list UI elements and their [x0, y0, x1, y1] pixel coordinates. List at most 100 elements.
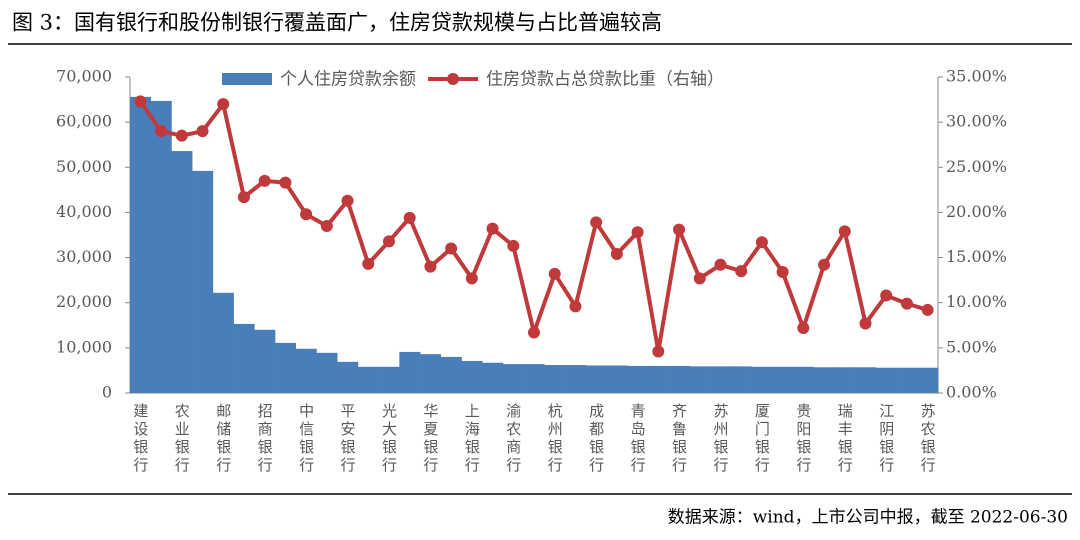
- bar: [834, 367, 856, 393]
- y2-tick-label: 20.00%: [946, 202, 1007, 221]
- bar: [627, 365, 649, 393]
- line-marker: [175, 129, 188, 142]
- legend-label: 住房贷款占总贷款比重（右轴）: [486, 70, 724, 90]
- bar: [896, 367, 918, 393]
- x-tick-label: 华夏银行: [421, 403, 439, 475]
- x-tick-label: 招商银行: [256, 403, 274, 475]
- bar: [295, 348, 317, 393]
- line-marker: [382, 235, 395, 248]
- line-marker: [465, 272, 478, 285]
- y-tick-label: 50,000: [56, 157, 112, 176]
- y-tick-label: 60,000: [56, 112, 112, 131]
- bar: [647, 365, 669, 393]
- y2-tick-label: 0.00%: [946, 383, 997, 402]
- line-marker: [610, 247, 623, 260]
- bar: [316, 352, 338, 393]
- line-marker: [548, 267, 561, 280]
- line-marker: [631, 226, 644, 239]
- bar: [233, 323, 255, 393]
- x-tick-label: 齐鲁银行: [670, 403, 688, 475]
- x-tick-label: 厦门银行: [753, 403, 771, 475]
- line-marker: [693, 272, 706, 285]
- line-marker: [797, 321, 810, 334]
- y-tick-label: 20,000: [56, 292, 112, 311]
- bar: [275, 342, 297, 393]
- y2-tick-label: 15.00%: [946, 247, 1007, 266]
- bar: [357, 366, 379, 393]
- line-marker: [776, 266, 789, 279]
- bar: [710, 366, 732, 393]
- line-marker: [196, 125, 209, 138]
- line-marker: [900, 297, 913, 310]
- line-marker: [237, 191, 250, 204]
- line-marker: [921, 303, 934, 316]
- x-tick-label: 苏州银行: [711, 403, 729, 475]
- bar: [130, 96, 152, 393]
- line-marker: [217, 98, 230, 111]
- bar: [212, 292, 234, 393]
- y-tick-label: 10,000: [56, 337, 112, 356]
- x-tick-label: 渝农商行: [504, 403, 522, 475]
- bar: [502, 364, 524, 393]
- line-marker: [507, 239, 520, 252]
- y-tick-label: 0: [102, 383, 112, 402]
- y2-tick-label: 10.00%: [946, 292, 1007, 311]
- bar: [855, 367, 877, 393]
- bar: [482, 362, 504, 393]
- x-tick-label: 邮储银行: [214, 403, 232, 475]
- bar: [461, 360, 483, 393]
- x-tick-label: 苏农银行: [919, 403, 937, 475]
- x-tick-label: 中信银行: [297, 403, 315, 475]
- line-marker: [403, 211, 416, 224]
- line-marker: [859, 317, 872, 330]
- line-marker: [528, 326, 540, 339]
- legend-swatch-marker: [447, 73, 459, 85]
- x-tick-label: 上海银行: [463, 403, 481, 475]
- line-marker: [362, 257, 375, 270]
- line-marker: [714, 258, 727, 271]
- bar: [875, 367, 897, 393]
- bar: [440, 356, 462, 393]
- bar: [378, 366, 400, 393]
- y2-tick-label: 25.00%: [946, 157, 1007, 176]
- x-tick-label: 平安银行: [339, 403, 357, 475]
- bar: [689, 366, 711, 393]
- line-marker: [755, 236, 768, 249]
- line-marker: [590, 216, 603, 229]
- bar: [150, 100, 172, 393]
- y2-tick-label: 5.00%: [946, 337, 997, 356]
- legend-swatch: [222, 73, 272, 85]
- x-tick-label: 光大银行: [380, 403, 398, 475]
- line-marker: [279, 176, 292, 189]
- bar: [792, 366, 814, 393]
- bar: [192, 170, 214, 393]
- line-marker: [155, 125, 168, 138]
- line-marker: [320, 219, 333, 232]
- y2-tick-label: 30.00%: [946, 112, 1007, 131]
- line-marker: [569, 300, 582, 313]
- line-marker: [300, 208, 313, 221]
- bar: [730, 366, 752, 393]
- bar: [585, 365, 607, 393]
- x-tick-label: 建设银行: [131, 403, 149, 475]
- bar: [544, 365, 566, 393]
- line-marker: [445, 242, 458, 255]
- bar: [772, 366, 794, 393]
- bar: [171, 151, 193, 393]
- line-marker: [258, 174, 271, 187]
- x-tick-label: 青岛银行: [629, 403, 647, 475]
- line-marker: [134, 95, 147, 108]
- bar: [751, 366, 773, 393]
- line-marker: [818, 258, 831, 271]
- bar: [668, 365, 690, 393]
- bar: [917, 367, 939, 393]
- line-marker: [341, 194, 354, 207]
- y2-tick-label: 35.00%: [946, 67, 1007, 86]
- bar: [399, 351, 421, 393]
- line-marker: [673, 223, 686, 236]
- y-tick-label: 40,000: [56, 202, 112, 221]
- line-marker: [424, 260, 437, 273]
- y-tick-label: 30,000: [56, 247, 112, 266]
- source: 数据来源：wind，上市公司中报，截至 2022-06-30: [668, 508, 1068, 528]
- x-tick-label: 农业银行: [173, 403, 191, 475]
